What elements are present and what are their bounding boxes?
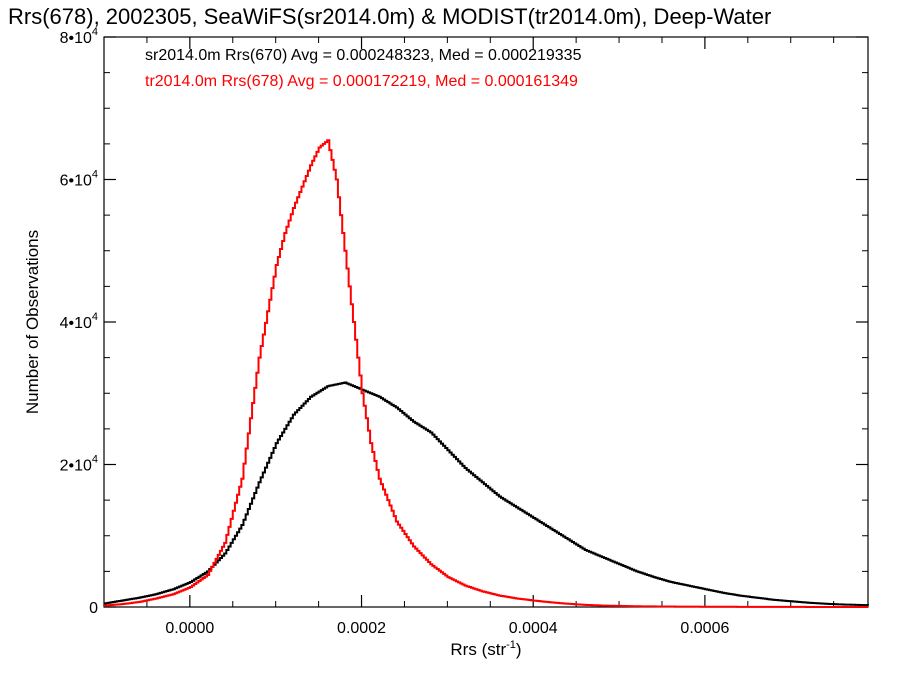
y-tick-label: 2•104 (60, 454, 98, 475)
legend-entry-0: sr2014.0m Rrs(670) Avg = 0.000248323, Me… (145, 47, 582, 64)
chart-title: Rrs(678), 2002305, SeaWiFS(sr2014.0m) & … (8, 4, 771, 29)
y-tick-label-exponent: 4 (92, 454, 98, 466)
series-layer (104, 139, 869, 608)
y-tick-label-exponent: 4 (92, 311, 98, 323)
legend: sr2014.0m Rrs(670) Avg = 0.000248323, Me… (145, 47, 582, 90)
plot-frame (103, 36, 869, 608)
x-axis-label-exponent: -1 (506, 639, 516, 651)
y-tick-label: 6•104 (60, 169, 98, 190)
x-tick-label: 0.0002 (337, 620, 386, 637)
y-tick-label-base: 8•10 (60, 30, 92, 47)
y-tick-label-base: 2•10 (60, 458, 92, 475)
y-tick-label: 8•104 (60, 26, 98, 47)
y-tick-label-base: 6•10 (60, 173, 92, 190)
y-tick-label-base: 4•10 (60, 315, 92, 332)
y-tick-label: 0 (89, 600, 98, 617)
plot-area-border (103, 36, 869, 608)
series-line-0 (104, 381, 869, 607)
y-tick-label-exponent: 4 (92, 169, 98, 181)
x-tick-label: 0.0004 (509, 620, 558, 637)
y-tick-label: 4•104 (60, 311, 98, 332)
y-tick-label-exponent: 4 (92, 26, 98, 38)
x-tick-label: 0.0006 (680, 620, 729, 637)
x-axis-label-main: Rrs (str (450, 640, 506, 659)
legend-entry-1: tr2014.0m Rrs(678) Avg = 0.000172219, Me… (145, 73, 578, 90)
y-axis-label: Number of Observations (23, 230, 42, 414)
x-axis-label: Rrs (str-1) (450, 639, 521, 659)
x-axis-label-close: ) (516, 640, 522, 659)
x-tick-label: 0.0000 (165, 620, 214, 637)
series-line-1 (104, 139, 868, 608)
x-axis: 0.0000 0.0002 0.0004 0.0006 (103, 37, 835, 637)
y-tick-label-base: 0 (89, 600, 98, 617)
